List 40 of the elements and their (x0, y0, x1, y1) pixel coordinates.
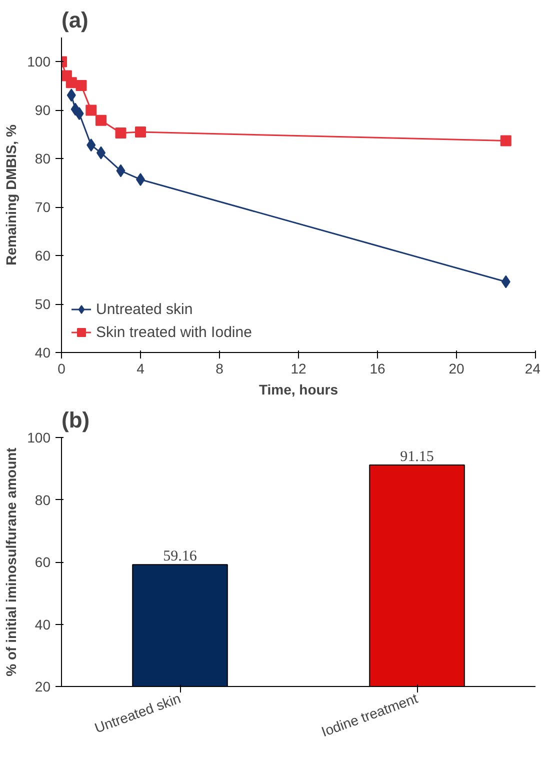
y-axis-title: Remaining DMBIS, % (3, 124, 20, 266)
y-tick-label: 20 (34, 678, 51, 694)
point (135, 126, 146, 138)
point (96, 114, 106, 126)
y-tick-label: 100 (27, 54, 51, 70)
y-tick-label: 60 (34, 554, 51, 570)
y-tick-label: 100 (27, 430, 51, 446)
x-tick-label: 16 (370, 360, 386, 376)
x-tick-label: 24 (524, 360, 541, 376)
x-axis-title: Time, hours (258, 382, 338, 398)
x-tick-label: 4 (136, 360, 145, 376)
x-tick-label: 20 (448, 360, 464, 376)
y-tick-label: 80 (34, 492, 51, 508)
x-tick-label: 0 (58, 360, 66, 376)
y-tick-label: 90 (34, 102, 51, 118)
data-label: 59.16 (163, 548, 198, 565)
point (501, 275, 510, 288)
point (86, 104, 97, 116)
chart-title: (a) (62, 8, 88, 32)
point (76, 80, 87, 91)
point (86, 138, 96, 152)
data-label: 91.15 (400, 449, 434, 466)
point (66, 88, 76, 102)
y-tick-label: 50 (34, 296, 51, 312)
y-tick-label: 70 (34, 199, 51, 216)
x-tick-label: 12 (290, 360, 306, 376)
y-tick-label: 60 (34, 248, 51, 264)
y-tick-label: 40 (34, 616, 51, 632)
point (500, 135, 512, 146)
legend-label: Skin treated with Iodine (96, 324, 252, 340)
legend-label: Untreated skin (96, 300, 193, 318)
point (116, 164, 126, 178)
y-tick-label: 80 (34, 150, 51, 167)
chart-title: (b) (62, 408, 90, 432)
y-tick-label: 40 (34, 344, 51, 360)
y-axis-title: % of initial iminosulfurane amount (3, 447, 20, 676)
point (66, 77, 77, 88)
x-tick-label: 8 (216, 360, 224, 376)
point (74, 107, 84, 120)
point (115, 127, 126, 138)
